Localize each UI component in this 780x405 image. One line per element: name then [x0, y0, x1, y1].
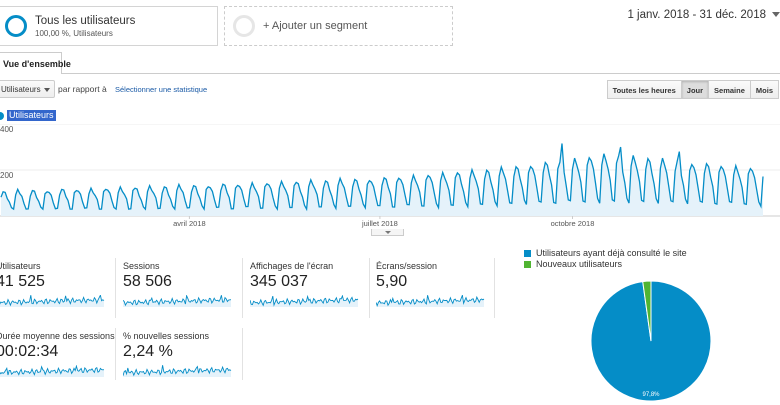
- divider: [494, 258, 495, 318]
- time-button-day[interactable]: Jour: [680, 80, 710, 99]
- metric-card-avg-session-duration[interactable]: Durée moyenne des sessions 00:02:34: [0, 331, 115, 393]
- pie-slice-new[interactable]: [642, 280, 652, 342]
- segment-ring-icon: [233, 15, 255, 37]
- chevron-down-icon: [44, 88, 50, 92]
- legend-dot-icon: [0, 111, 4, 120]
- pie-slice-label: 97,8%: [642, 392, 660, 398]
- pie-legend-label: Nouveaux utilisateurs: [536, 259, 623, 269]
- metric-label: Sessions: [123, 261, 160, 271]
- sparkline-line: [123, 365, 232, 377]
- sparkline: [0, 295, 105, 307]
- legend-swatch-icon: [524, 260, 531, 268]
- metric-value: 345 037: [250, 273, 308, 290]
- metric-card-sessions[interactable]: Sessions 58 506: [123, 261, 241, 323]
- sparkline-area: [0, 366, 104, 377]
- time-button-month[interactable]: Mois: [749, 80, 779, 99]
- metric-card-new-sessions-pct[interactable]: % nouvelles sessions 2,24 %: [123, 331, 241, 393]
- sparkline-area: [123, 295, 231, 307]
- add-segment-button[interactable]: + Ajouter un segment: [224, 6, 453, 46]
- x-tick-label: avril 2018: [173, 219, 206, 228]
- time-button-week[interactable]: Semaine: [708, 80, 751, 99]
- y-tick-label: 400: [0, 125, 14, 134]
- segment-title: Tous les utilisateurs: [35, 15, 136, 27]
- metric-value: 5,90: [376, 273, 408, 290]
- users-line-chart[interactable]: 400 200 avril 2018 juillet 2018 octobre 20…: [0, 124, 780, 228]
- series-area: [1, 143, 763, 216]
- chart-collapse-handle[interactable]: [371, 229, 404, 236]
- metric-label: % nouvelles sessions: [123, 331, 210, 341]
- sparkline-line: [376, 295, 485, 307]
- series-line: [0, 143, 764, 212]
- sparkline: [250, 295, 359, 307]
- metric-value: 41 525: [0, 273, 45, 290]
- y-tick-label: 200: [0, 171, 14, 180]
- divider: [115, 328, 116, 380]
- metric-label: Utilisateurs: [0, 261, 41, 271]
- metric-card-users[interactable]: Utilisateurs 41 525: [0, 261, 114, 323]
- pie-legend-item-new[interactable]: Nouveaux utilisateurs: [524, 259, 622, 269]
- divider: [242, 258, 243, 318]
- sparkline-area: [0, 295, 104, 307]
- new-vs-returning-pie-chart[interactable]: 97,8%: [580, 278, 722, 402]
- sparkline-line: [123, 295, 232, 307]
- pie-legend-label: Utilisateurs ayant déjà consulté le site: [536, 248, 687, 258]
- metric-label: Écrans/session: [376, 261, 438, 271]
- x-tick-label: octobre 2018: [551, 219, 595, 228]
- segment-all-users[interactable]: Tous les utilisateurs 100,00 %, Utilisat…: [0, 6, 218, 46]
- metric-label: Durée moyenne des sessions: [0, 331, 115, 341]
- metric-card-screen-views[interactable]: Affichages de l'écran 345 037: [250, 261, 368, 323]
- chart-legend[interactable]: Utilisateurs: [0, 110, 56, 121]
- metric-value: 00:02:34: [0, 343, 59, 360]
- metric-card-screens-per-session[interactable]: Écrans/session 5,90: [376, 261, 494, 323]
- metric-value: 2,24 %: [123, 343, 173, 360]
- sparkline-line: [0, 295, 105, 307]
- sparkline-line: [250, 295, 359, 307]
- time-granularity-buttons: Toutes les heures Jour Semaine Mois: [606, 80, 779, 99]
- sparkline: [376, 295, 485, 307]
- legend-swatch-icon: [524, 249, 531, 257]
- metric-select[interactable]: Utilisateurs: [0, 80, 55, 98]
- metric-value: 58 506: [123, 273, 172, 290]
- sparkline-area: [376, 295, 484, 307]
- sparkline: [0, 365, 105, 377]
- sparkline: [123, 365, 232, 377]
- select-metric-link[interactable]: Sélectionner une statistique: [115, 85, 208, 94]
- date-range-picker[interactable]: 1 janv. 2018 - 31 déc. 2018: [627, 9, 766, 21]
- time-button-hourly[interactable]: Toutes les heures: [606, 80, 682, 99]
- compare-label: par rapport à: [58, 84, 107, 94]
- add-segment-label: + Ajouter un segment: [263, 20, 368, 32]
- divider: [242, 328, 243, 380]
- metric-label: Affichages de l'écran: [250, 261, 334, 271]
- divider: [369, 258, 370, 318]
- sparkline-line: [0, 365, 105, 376]
- metric-select-value: Utilisateurs: [1, 85, 41, 94]
- divider: [115, 258, 116, 318]
- x-tick-label: juillet 2018: [361, 219, 398, 228]
- segment-subtitle: 100,00 %, Utilisateurs: [35, 29, 113, 38]
- segment-ring-icon: [5, 15, 27, 37]
- legend-label: Utilisateurs: [7, 110, 56, 121]
- pie-legend-item-returning[interactable]: Utilisateurs ayant déjà consulté le site: [524, 248, 687, 258]
- sparkline: [123, 295, 232, 307]
- tab-overview[interactable]: Vue d'ensemble: [0, 52, 71, 74]
- tab-divider: [62, 73, 780, 74]
- chevron-down-icon[interactable]: [772, 12, 780, 17]
